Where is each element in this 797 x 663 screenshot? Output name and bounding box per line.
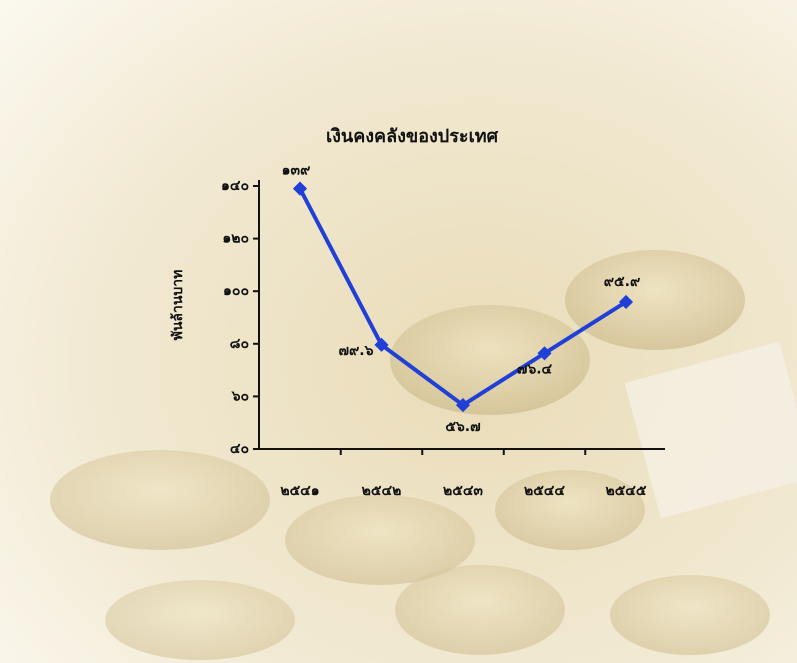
x-tick-label: ๒๕๔๒ bbox=[362, 483, 402, 499]
data-point bbox=[537, 346, 552, 361]
y-tick-label: ๖๐ bbox=[231, 388, 249, 404]
y-tick-label: ๔๐ bbox=[230, 441, 249, 457]
data-point bbox=[455, 398, 471, 413]
y-tick-label: ๑๔๐ bbox=[221, 178, 249, 194]
value-label: ๙๕.๙ bbox=[604, 274, 640, 290]
x-tick-label: ๒๕๔๑ bbox=[280, 483, 319, 499]
value-label: ๗๙.๖ bbox=[339, 343, 374, 359]
value-label: ๕๖.๗ bbox=[445, 419, 480, 435]
x-tick-label: ๒๕๔๕ bbox=[605, 483, 646, 499]
value-label: ๑๓๙ bbox=[282, 163, 311, 179]
y-tick-label: ๘๐ bbox=[230, 336, 249, 352]
value-label: ๗๖.๔ bbox=[517, 361, 553, 377]
y-tick-label: ๑๐๐ bbox=[223, 283, 249, 299]
y-axis-label: พันล้านบาท bbox=[170, 270, 186, 341]
x-tick-label: ๒๕๔๓ bbox=[443, 483, 483, 499]
data-point bbox=[374, 337, 389, 352]
y-tick-label: ๑๒๐ bbox=[222, 231, 249, 247]
x-tick-label: ๒๕๔๔ bbox=[524, 483, 565, 499]
data-point bbox=[292, 181, 308, 196]
chart-title: เงินคงคลังของประเทศ bbox=[326, 126, 499, 147]
data-point bbox=[618, 294, 634, 310]
